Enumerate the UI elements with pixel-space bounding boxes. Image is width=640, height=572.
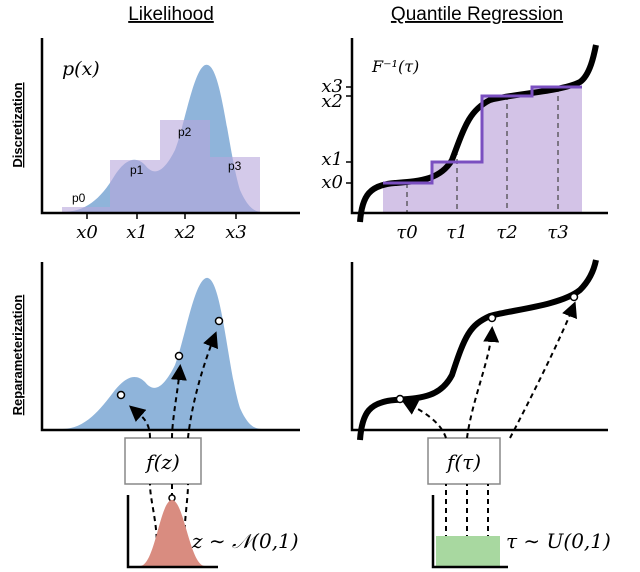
small-axes [126,495,218,569]
hist-bar [210,157,260,213]
small-axes [431,495,508,569]
x-tick: x1 [126,222,148,243]
y-tick: x3 [321,76,343,97]
axes [350,262,608,432]
y-tick: x2 [321,91,343,112]
bin-label: p2 [178,125,192,139]
panel-likelihood-discretization: p0 p1 p2 p3 p(x) x0 x1 x2 x3 [40,38,300,243]
quantile-step [383,85,582,185]
x-tick: x0 [76,222,98,243]
normal-density [140,500,205,566]
y-tick: x1 [321,149,343,170]
x-tick: x2 [174,222,196,243]
row-label-reparameterization: Reparameterization [10,295,25,416]
density-curve [62,277,262,429]
quantile-curve [357,259,599,441]
panel-quantile-discretization: F⁻¹(τ) x3 x2 x1 x0 τ0 τ1 τ2 τ3 [321,38,608,243]
title-likelihood: Likelihood [128,4,214,25]
function-label: f(z) [144,450,180,474]
axes [40,38,300,215]
distribution-label: z ∼ 𝒩(0,1) [191,529,299,553]
bin-label: p1 [130,163,144,177]
x-tick: τ1 [446,222,467,243]
x-tick: τ0 [396,222,417,243]
hist-bar [62,207,110,213]
y-axis-label: p(x) [62,58,100,80]
function-label: f(τ) [445,450,481,474]
hist-bar [110,160,160,213]
distribution-label: τ ∼ U(0,1) [506,529,611,553]
hist-bar [160,120,210,213]
axes [40,262,300,432]
function-box [124,437,202,485]
panel-quantile-reparameterization: f(τ) τ ∼ U(0,1) [350,259,611,569]
y-axis-label: F⁻¹(τ) [371,57,419,76]
bin-label: p3 [228,159,242,173]
panel-likelihood-reparameterization: f(z) z ∼ 𝒩(0,1) [40,262,300,569]
x-tick: x3 [225,222,247,243]
x-tick: τ2 [496,222,517,243]
y-tick: x0 [321,172,343,193]
bin-label: p0 [72,191,86,205]
histogram [62,120,260,213]
row-label-discretization: Discretization [10,82,25,167]
title-quantile-regression: Quantile Regression [391,4,563,25]
uniform-density [436,536,500,567]
x-tick: τ3 [547,222,568,243]
function-box [427,437,501,485]
